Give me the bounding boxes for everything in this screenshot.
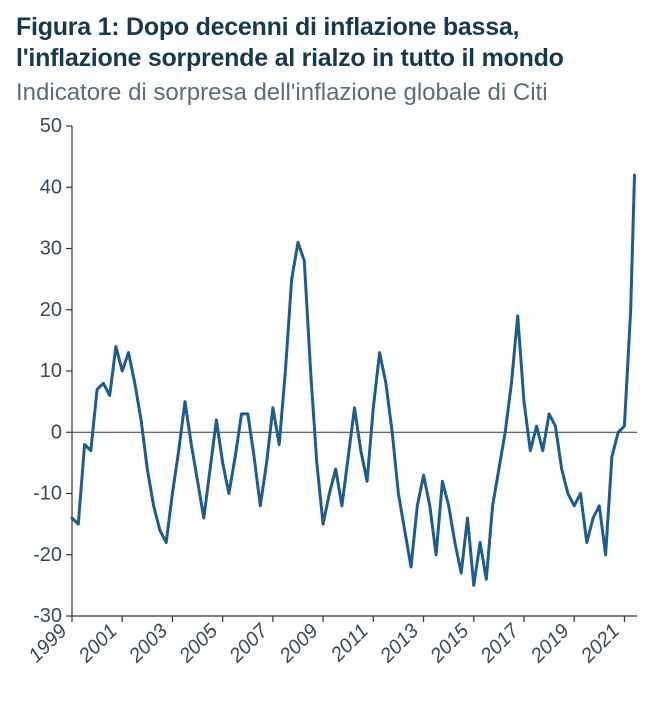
y-tick-label: 10	[40, 360, 62, 382]
line-chart: -30-20-100102030405019992001200320052007…	[16, 116, 647, 686]
y-tick-label: 30	[40, 237, 62, 259]
chart-title: Figura 1: Dopo decenni di inflazione bas…	[16, 12, 647, 75]
chart-subtitle: Indicatore di sorpresa dell'inflazione g…	[16, 77, 647, 108]
y-tick-label: 20	[40, 298, 62, 320]
y-tick-label: 50	[40, 116, 62, 137]
y-tick-label: -10	[33, 482, 62, 504]
title-line1: Figura 1: Dopo decenni di inflazione bas…	[16, 13, 519, 41]
chart-container: -30-20-100102030405019992001200320052007…	[16, 116, 647, 686]
y-tick-label: -20	[33, 543, 62, 565]
chart-header: Figura 1: Dopo decenni di inflazione bas…	[16, 12, 647, 108]
title-line2: l'inflazione sorprende al rialzo in tutt…	[16, 44, 564, 72]
y-tick-label: 0	[51, 421, 62, 443]
y-tick-label: 40	[40, 176, 62, 198]
